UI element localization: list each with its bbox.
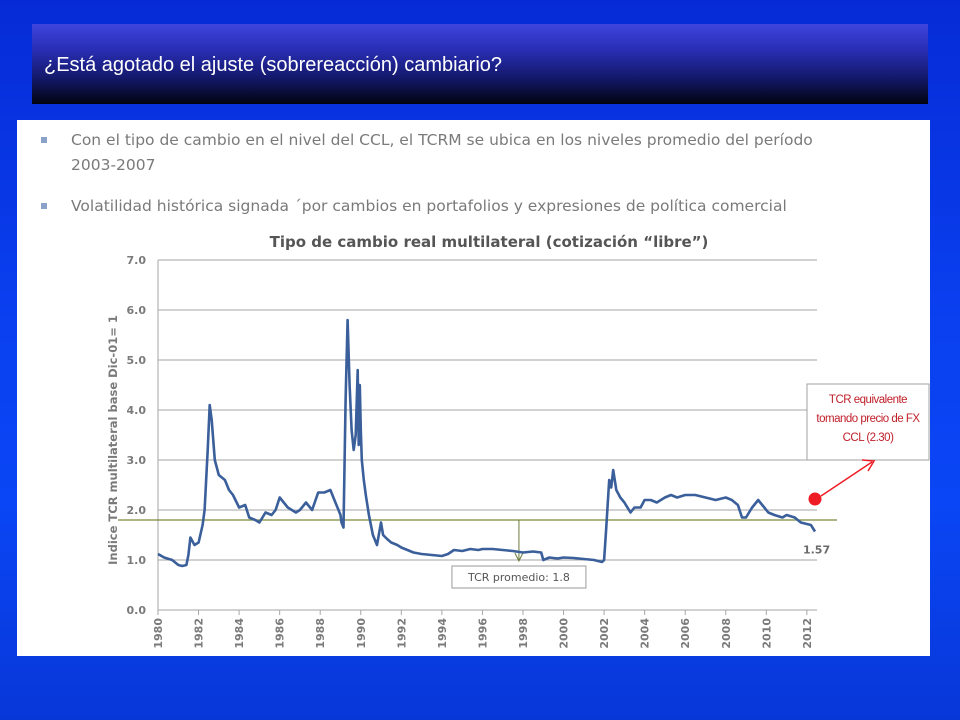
y-tick-label: 3.0 [127,454,147,467]
y-tick-label: 7.0 [127,254,147,267]
exchange-rate-chart: Tipo de cambio real multilateral (cotiza… [106,233,930,649]
x-tick-label: 1986 [274,618,287,649]
x-tick-label: 1990 [355,618,368,649]
content-panel: Con el tipo de cambio en el nivel del CC… [17,120,930,656]
y-tick-label: 1.0 [127,554,147,567]
x-tick-label: 1994 [436,618,449,649]
slide-title: ¿Está agotado el ajuste (sobrereacción) … [44,54,503,76]
annotation-arrow-shaft [820,461,873,497]
x-tick-label: 2000 [558,618,571,649]
x-tick-label: 1996 [476,618,489,649]
x-tick-labels: 1980 1982 1984 1986 1988 1990 1992 1994 1996 1998… [152,618,814,649]
annotation-text-line: CCL (2.30) [843,432,894,444]
y-axis-label: Indice TCR multilateral base Dic-01= 1 [106,315,120,565]
x-tick-label: 2004 [639,618,652,649]
y-tick-label: 0.0 [127,604,147,617]
average-arrow-head [514,552,524,563]
annotation-marker-dot [808,492,822,506]
average-label: TCR promedio: 1.8 [467,571,570,584]
annotation-box [806,383,930,461]
x-tick-label: 2010 [760,618,773,649]
grid-lines [157,259,817,615]
x-tick-label: 1988 [314,618,327,649]
x-tick-label: 1998 [517,618,530,649]
annotation-arrow-head [861,459,876,472]
y-tick-labels: 0.0 1.0 2.0 3.0 4.0 5.0 6.0 7.0 [127,254,147,617]
x-tick-label: 1982 [193,618,206,649]
x-tick-label: 2006 [679,618,692,649]
average-group: TCR promedio: 1.8 [118,519,837,589]
series-line [157,318,817,568]
y-tick-label: 4.0 [127,404,147,417]
x-tick-label: 2008 [720,618,733,649]
y-tick-label: 5.0 [127,354,147,367]
x-tick-label: 1980 [152,618,165,649]
annotation-text-line: tomando precio de FX [816,413,920,425]
y-tick-label: 2.0 [127,504,147,517]
chart-title: Tipo de cambio real multilateral (cotiza… [270,233,709,251]
y-tick-label: 6.0 [127,304,147,317]
bullet-square-icon [41,137,47,143]
bullet-square-icon [41,203,47,209]
bullet-text: Con el tipo de cambio en el nivel del CC… [71,131,813,149]
last-value-label: 1.57 [803,544,830,557]
title-bar: ¿Está agotado el ajuste (sobrereacción) … [32,24,928,104]
average-label-box [451,565,587,589]
annotation-group: TCR equivalente tomando precio de FX CCL (… [806,383,930,506]
annotation-text-line: TCR equivalente [829,394,907,406]
x-tick-label: 2012 [801,618,814,649]
bullet-text-continued: 2003-2007 [71,156,156,174]
x-tick-label: 2002 [598,618,611,649]
x-tick-label: 1992 [395,618,408,649]
series-group: 1.57 [157,318,830,568]
bullet-text: Volatilidad histórica signada ´por cambi… [71,197,787,215]
x-tick-label: 1984 [233,618,246,649]
